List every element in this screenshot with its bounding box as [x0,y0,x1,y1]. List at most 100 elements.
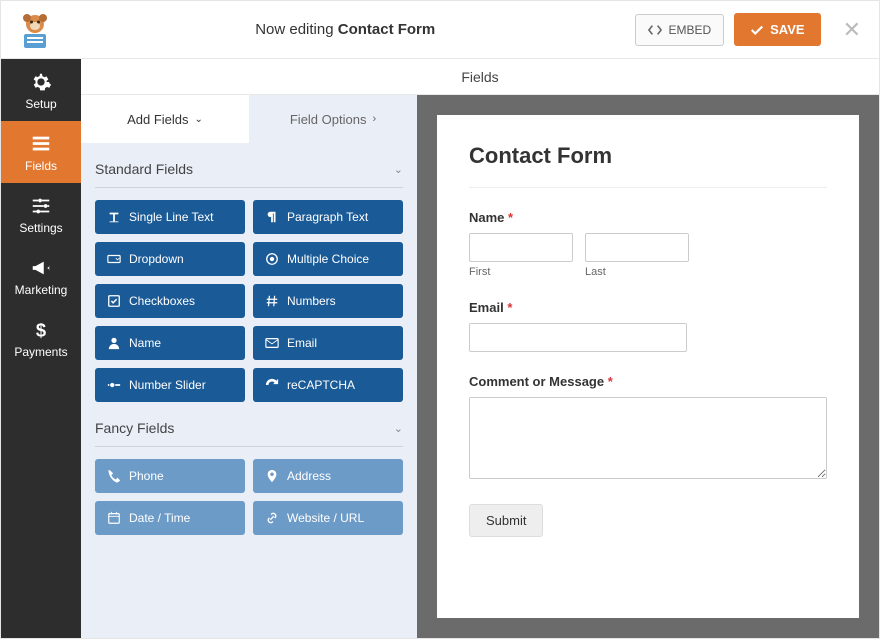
field-type-checkboxes[interactable]: Checkboxes [95,284,245,318]
form-title: Contact Form [469,143,827,169]
gear-icon [30,71,52,93]
nav-fields-label: Fields [25,159,57,173]
save-button[interactable]: SAVE [734,13,820,46]
first-sublabel: First [469,266,573,278]
hash-icon [265,294,279,308]
mail-icon [265,336,279,350]
dollar-icon: $ [30,319,52,341]
divider [469,187,827,188]
check-icon [750,23,764,37]
paragraph-icon [265,210,279,224]
field-type-single-line-text[interactable]: Single Line Text [95,200,245,234]
header-title: Now editing Contact Form [55,21,635,38]
tab-add-label: Add Fields [127,112,188,127]
group-fancy-header[interactable]: Fancy Fields ⌄ [95,402,403,446]
slider-icon [107,378,121,392]
nav-settings-label: Settings [19,221,62,235]
required-marker: * [507,300,512,315]
comment-label: Comment or Message * [469,374,827,389]
form-preview: Contact Form Name * First [417,95,879,638]
list-icon [30,133,52,155]
field-type-address[interactable]: Address [253,459,403,493]
field-type-label: Number Slider [129,378,206,392]
field-type-phone[interactable]: Phone [95,459,245,493]
svg-text:$: $ [36,319,46,340]
nav-payments[interactable]: $ Payments [1,307,81,369]
field-type-numbers[interactable]: Numbers [253,284,403,318]
nav-setup-label: Setup [25,97,56,111]
checkbox-icon [107,294,121,308]
field-type-label: Address [287,469,331,483]
field-type-label: Paragraph Text [287,210,368,224]
nav-marketing[interactable]: Marketing [1,245,81,307]
field-type-label: Date / Time [129,511,190,525]
field-type-date-time[interactable]: Date / Time [95,501,245,535]
header: Now editing Contact Form EMBED SAVE ✕ [1,1,879,59]
fields-panel: Add Fields ⌄ Field Options › Standard Fi… [81,95,417,638]
field-type-multiple-choice[interactable]: Multiple Choice [253,242,403,276]
chevron-right-icon: › [372,113,376,125]
tab-field-options[interactable]: Field Options › [249,95,417,143]
sidebar-nav: Setup Fields Settings Marketing $ Paymen… [1,59,81,638]
form-name: Contact Form [338,21,436,38]
nav-setup[interactable]: Setup [1,59,81,121]
embed-label: EMBED [668,23,711,37]
code-icon [648,23,662,37]
group-standard-header[interactable]: Standard Fields ⌄ [95,143,403,187]
field-type-name[interactable]: Name [95,326,245,360]
email-label: Email * [469,300,827,315]
sliders-icon [30,195,52,217]
comment-textarea[interactable] [469,397,827,479]
nav-settings[interactable]: Settings [1,183,81,245]
tab-options-label: Field Options [290,112,367,127]
field-type-paragraph-text[interactable]: Paragraph Text [253,200,403,234]
last-sublabel: Last [585,266,689,278]
recaptcha-icon [265,378,279,392]
field-type-label: Numbers [287,294,336,308]
nav-payments-label: Payments [14,345,67,359]
person-icon [107,336,121,350]
close-icon[interactable]: ✕ [839,17,865,43]
calendar-icon [107,511,121,525]
chevron-down-icon: ⌄ [195,114,203,125]
first-name-input[interactable] [469,233,573,262]
text-icon [107,210,121,224]
field-type-label: Dropdown [129,252,184,266]
now-editing-prefix: Now editing [255,21,338,38]
group-fancy-title: Fancy Fields [95,420,174,436]
divider [95,187,403,188]
field-type-website-url[interactable]: Website / URL [253,501,403,535]
field-type-label: Single Line Text [129,210,214,224]
form-card: Contact Form Name * First [437,115,859,618]
radio-icon [265,252,279,266]
tab-add-fields[interactable]: Add Fields ⌄ [81,95,249,143]
main-title: Fields [81,59,879,95]
dropdown-icon [107,252,121,266]
pin-icon [265,469,279,483]
app-logo [15,10,55,50]
nav-fields[interactable]: Fields [1,121,81,183]
field-type-number-slider[interactable]: Number Slider [95,368,245,402]
phone-icon [107,469,121,483]
required-marker: * [508,210,513,225]
email-input[interactable] [469,323,687,352]
last-name-input[interactable] [585,233,689,262]
submit-button[interactable]: Submit [469,504,543,537]
field-type-label: reCAPTCHA [287,378,355,392]
group-standard-title: Standard Fields [95,161,193,177]
field-type-recaptcha[interactable]: reCAPTCHA [253,368,403,402]
field-type-label: Website / URL [287,511,364,525]
field-type-label: Name [129,336,161,350]
nav-marketing-label: Marketing [15,283,68,297]
field-type-label: Email [287,336,317,350]
field-type-dropdown[interactable]: Dropdown [95,242,245,276]
link-icon [265,511,279,525]
name-label: Name * [469,210,827,225]
field-type-email[interactable]: Email [253,326,403,360]
required-marker: * [608,374,613,389]
chevron-down-icon: ⌄ [394,422,403,435]
embed-button[interactable]: EMBED [635,14,724,46]
field-type-label: Multiple Choice [287,252,369,266]
field-type-label: Checkboxes [129,294,195,308]
chevron-down-icon: ⌄ [394,163,403,176]
